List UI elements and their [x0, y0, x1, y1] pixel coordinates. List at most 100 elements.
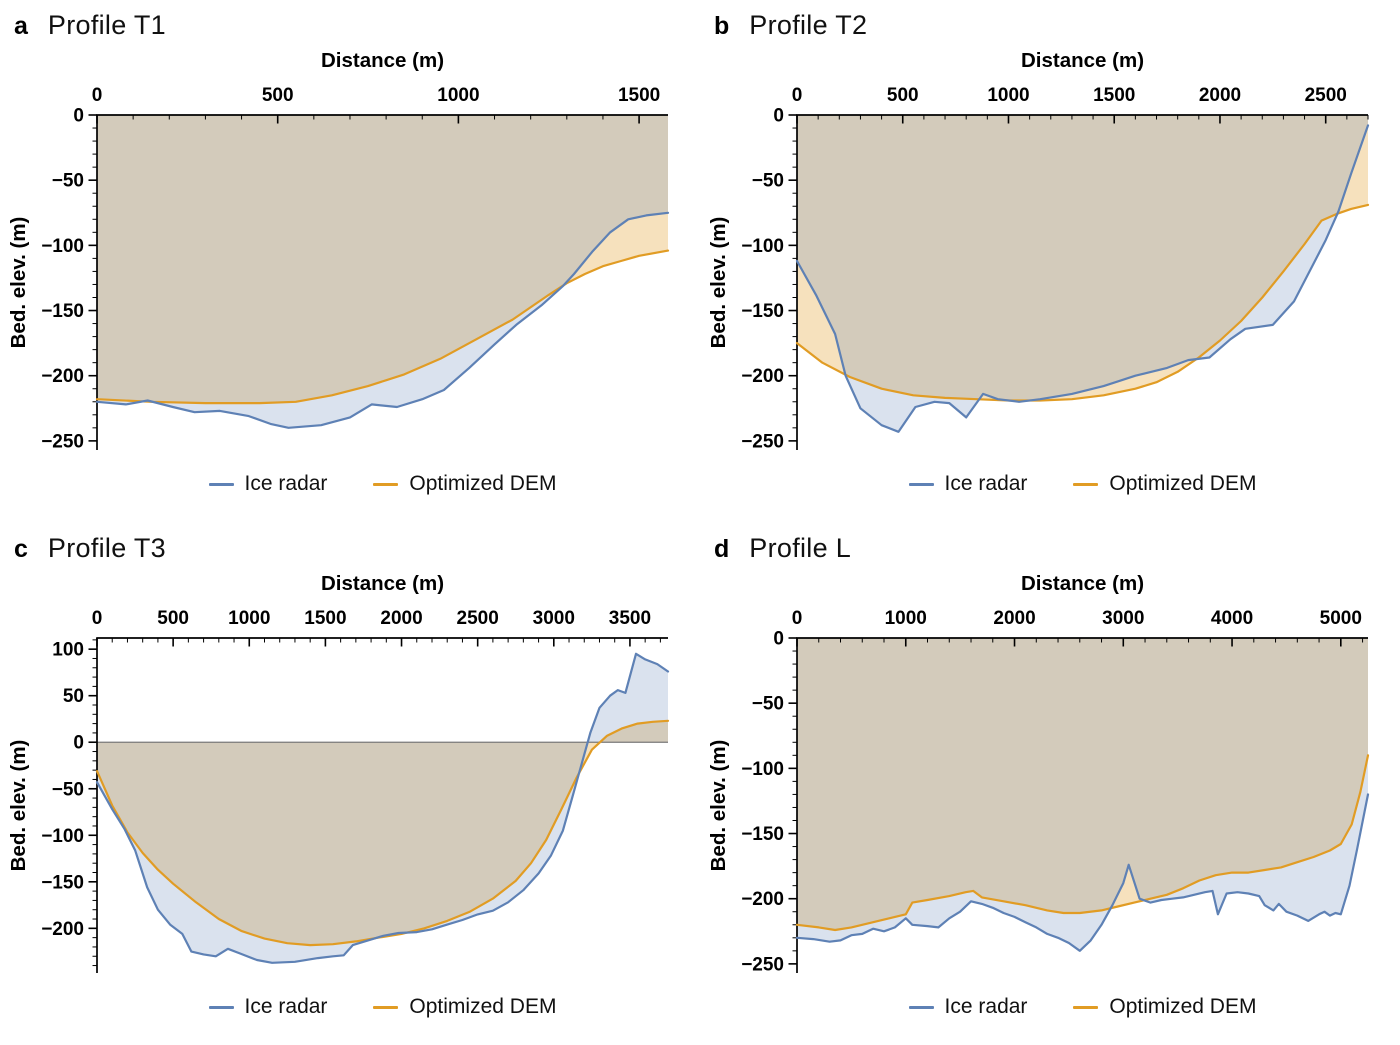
series-line-ice_radar: [795, 793, 1370, 952]
fill-optimized_dem: [797, 115, 1368, 401]
legend-label-optimized-dem: Optimized DEM: [409, 472, 557, 495]
y-tick-label: 0: [73, 106, 84, 127]
x-axis-title: Distance (m): [1021, 49, 1144, 72]
y-tick-label: −150: [741, 301, 784, 322]
panel-d-title: Profile L: [749, 533, 852, 563]
x-tick-label: 0: [792, 85, 803, 106]
legend-label-optimized-dem: Optimized DEM: [1109, 472, 1257, 495]
x-tick-label: 2000: [1199, 85, 1241, 106]
legend-item-optimized-dem: Optimized DEM: [1073, 472, 1256, 496]
ice-radar-line-swatch: [908, 1005, 934, 1009]
y-tick-label: −100: [41, 236, 84, 257]
x-tick-label: 5000: [1320, 608, 1362, 629]
y-tick-label: 0: [773, 629, 784, 650]
chart-profile-t1: 0 500 1000 1500 Distance (m) 0 −50 −100 −150 −200…: [7, 49, 670, 452]
y-tick-label: −200: [741, 366, 784, 387]
legend-item-ice-radar: Ice radar: [908, 995, 1028, 1019]
legend-label-optimized-dem: Optimized DEM: [1109, 995, 1257, 1018]
x-tick-label: 2500: [457, 608, 499, 629]
panel-b-letter: b: [714, 12, 730, 40]
legend-b: Ice radar Optimized DEM: [797, 472, 1368, 496]
panel-a-title: Profile T1: [47, 10, 166, 40]
x-tick-label: 2500: [1305, 85, 1347, 106]
legend-label-ice-radar: Ice radar: [944, 472, 1028, 495]
y-tick-label: −200: [741, 889, 784, 910]
panel-a: a Profile T1 0 500 1000 1500 Distance (m) 0 −5…: [0, 0, 700, 523]
y-tick-label: 50: [63, 686, 84, 707]
panel-c-letter: c: [14, 535, 28, 563]
y-tick-label: −50: [752, 694, 784, 715]
optimized-dem-line-swatch: [1073, 1005, 1099, 1009]
legend-label-ice-radar: Ice radar: [244, 995, 328, 1018]
legend-label-ice-radar: Ice radar: [944, 995, 1028, 1018]
x-tick-label: 0: [792, 608, 803, 629]
x-tick-label: 3500: [609, 608, 651, 629]
panel-a-header: a Profile T1: [14, 10, 166, 41]
panel-c-header: c Profile T3: [14, 533, 166, 564]
x-tick-label: 0: [92, 608, 103, 629]
series-line-ice_radar: [95, 211, 670, 429]
x-tick-label: 3000: [1102, 608, 1144, 629]
legend-item-optimized-dem: Optimized DEM: [373, 995, 556, 1019]
fill-ice_radar: [797, 638, 1368, 951]
series-line-optimized_dem: [795, 203, 1370, 402]
legend-a: Ice radar Optimized DEM: [97, 472, 668, 496]
legend-label-ice-radar: Ice radar: [244, 472, 328, 495]
series-line-optimized_dem: [95, 249, 670, 405]
fill-ice_radar: [97, 115, 668, 428]
panel-d: d Profile L 0 1000 2000 3000 4000 5000 Distanc…: [700, 523, 1400, 1045]
y-tick-label: −200: [41, 919, 84, 940]
y-axis-title: Bed. elev. (m): [707, 217, 730, 349]
y-tick-label: −200: [41, 366, 84, 387]
y-tick-label: −250: [741, 431, 784, 452]
y-tick-label: 0: [73, 733, 84, 754]
chart-profile-t2: 0 500 1000 1500 2000 2500 Distance (m) 0 −50 −100…: [707, 49, 1370, 452]
legend-item-optimized-dem: Optimized DEM: [1073, 995, 1256, 1019]
x-axis-title: Distance (m): [321, 572, 444, 595]
panel-b-title: Profile T2: [749, 10, 868, 40]
series-line-ice_radar: [795, 124, 1370, 433]
y-axis-title: Bed. elev. (m): [7, 217, 30, 349]
legend-item-ice-radar: Ice radar: [208, 995, 328, 1019]
y-tick-label: −100: [41, 826, 84, 847]
x-tick-label: 4000: [1211, 608, 1253, 629]
y-tick-label: −100: [741, 236, 784, 257]
fill-optimized_dem: [97, 115, 668, 404]
panel-c-title: Profile T3: [47, 533, 166, 563]
series-line-ice_radar: [95, 652, 670, 964]
chart-profile-l: 0 1000 2000 3000 4000 5000 Distance (m) 0 −50 −10…: [707, 572, 1370, 975]
x-tick-label: 500: [262, 85, 294, 106]
panel-b-header: b Profile T2: [714, 10, 867, 41]
x-tick-label: 1000: [885, 608, 927, 629]
legend-label-optimized-dem: Optimized DEM: [409, 995, 557, 1018]
y-tick-label: 0: [773, 106, 784, 127]
optimized-dem-line-swatch: [373, 1005, 399, 1009]
y-tick-label: 100: [52, 640, 84, 661]
y-tick-label: −50: [52, 779, 84, 800]
y-tick-label: −100: [741, 759, 784, 780]
x-tick-label: 2000: [380, 608, 422, 629]
fill-ice_radar: [97, 653, 668, 963]
y-tick-label: −150: [41, 301, 84, 322]
x-tick-label: 2000: [993, 608, 1035, 629]
legend-item-ice-radar: Ice radar: [208, 472, 328, 496]
y-axis-title: Bed. elev. (m): [7, 740, 30, 872]
legend-item-ice-radar: Ice radar: [908, 472, 1028, 496]
panel-a-letter: a: [14, 12, 28, 40]
x-tick-label: 0: [92, 85, 103, 106]
ice-radar-line-swatch: [208, 1005, 234, 1009]
x-axis-title: Distance (m): [321, 49, 444, 72]
y-axis-title: Bed. elev. (m): [707, 740, 730, 872]
x-tick-label: 1500: [304, 608, 346, 629]
panel-d-letter: d: [714, 535, 730, 563]
x-axis-title: Distance (m): [1021, 572, 1144, 595]
legend-d: Ice radar Optimized DEM: [797, 995, 1368, 1019]
legend-c: Ice radar Optimized DEM: [97, 995, 668, 1019]
panel-c: c Profile T3 0 500 1000 1500 2000 2500 3000 350…: [0, 523, 700, 1045]
y-tick-label: −150: [41, 872, 84, 893]
optimized-dem-line-swatch: [1073, 482, 1099, 486]
x-tick-label: 1000: [987, 85, 1029, 106]
x-tick-label: 1000: [437, 85, 479, 106]
